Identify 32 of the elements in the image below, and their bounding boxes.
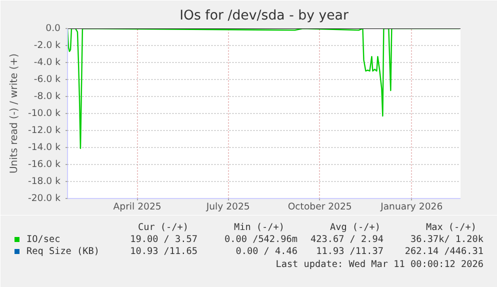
- y-tick-label: -18.0 k: [28, 176, 62, 187]
- text: Max (-/+): [426, 222, 477, 233]
- text: 19.00 / 3.57: [130, 234, 198, 245]
- legend-label: Req Size (KB): [26, 246, 100, 257]
- x-tick-label: July 2025: [205, 202, 250, 212]
- text: Cur (-/+): [138, 222, 189, 233]
- text: 10.93 /11.65: [130, 246, 198, 257]
- x-tick-label: October 2025: [288, 202, 352, 212]
- text: Last update: Wed Mar 11 00:00:12 2026: [276, 259, 484, 270]
- chart-title: IOs for /dev/sda - by year: [180, 8, 349, 24]
- x-tick-label: April 2025: [113, 202, 162, 212]
- y-tick-label: -12.0 k: [28, 125, 62, 136]
- x-tick-label: January 2026: [380, 202, 443, 212]
- text: Min (-/+): [234, 222, 285, 233]
- legend-label: IO/sec: [26, 234, 60, 245]
- y-tick-label: -10.0 k: [28, 108, 62, 119]
- y-tick-label: -14.0 k: [28, 142, 62, 153]
- y-tick-label: 0.0: [46, 23, 61, 34]
- y-tick-label: -20.0 k: [28, 193, 62, 204]
- y-tick-label: -4.0 k: [34, 57, 62, 68]
- text: 262.14 /446.31: [404, 246, 484, 257]
- text: 0.00 /542.96m: [224, 234, 298, 245]
- y-tick-label: -16.0 k: [28, 159, 62, 170]
- text: 423.67 / 2.94: [310, 234, 384, 245]
- text: 0.00 / 4.46: [236, 246, 298, 257]
- y-tick-label: -6.0 k: [34, 74, 62, 85]
- text: 11.93 /11.37: [316, 246, 384, 257]
- text: 36.37k/ 1.20k: [410, 234, 484, 245]
- y-axis-title: Units read (-) / write (+): [8, 53, 20, 174]
- y-tick-label: -2.0 k: [34, 40, 62, 51]
- text: Avg (-/+): [330, 222, 381, 233]
- y-tick-label: -8.0 k: [34, 91, 62, 102]
